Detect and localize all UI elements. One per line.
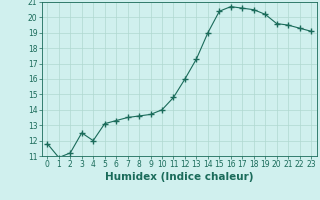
X-axis label: Humidex (Indice chaleur): Humidex (Indice chaleur) — [105, 172, 253, 182]
